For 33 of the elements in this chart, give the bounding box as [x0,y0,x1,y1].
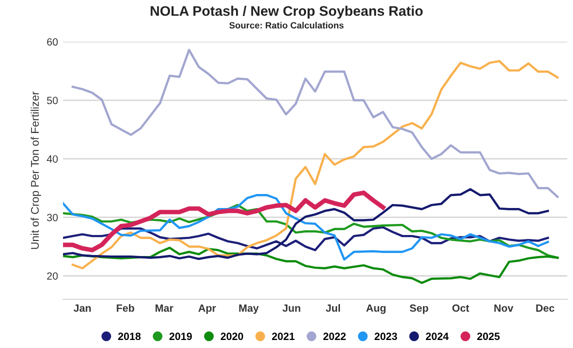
y-tick-label: 50 [47,96,58,104]
y-tick-label: 60 [47,38,58,46]
y-tick-label: 40 [46,155,58,163]
y-axis-title: Unit of Crop Per Ton of Fertilizer [30,91,42,249]
x-tick-label: Dec [536,304,554,312]
legend-label: 2023 [374,332,398,340]
x-tick-label: May [239,304,259,314]
legend-label: 2025 [477,332,500,340]
line-series [63,246,559,284]
x-tick-label: Jul [326,304,340,312]
x-tick-label: Aug [366,304,386,314]
x-tick-label: Jun [282,304,300,312]
legend-label: 2018 [118,332,141,340]
legend-label: 2021 [272,332,295,340]
line-series [63,190,386,252]
legend-label: 2019 [169,332,192,340]
x-tick-label: Nov [494,304,514,312]
chart-subtitle: Source: Ratio Calculations [229,22,344,29]
y-tick-label: 30 [46,214,58,222]
line-series [72,60,559,270]
line-series [72,48,559,198]
x-tick-label: Jan [74,304,91,312]
x-tick-label: Apr [198,304,216,314]
legend-label: 2024 [426,332,449,340]
x-tick-label: Sep [410,304,428,314]
x-tick-label: Oct [452,304,470,312]
legend-label: 2020 [220,332,244,340]
y-tick-label: 20 [47,272,58,280]
chart-title: NOLA Potash / New Crop Soybeans Ratio [150,6,423,19]
line-series [63,204,559,259]
x-tick-label: Feb [116,304,134,312]
legend-label: 2022 [323,332,346,340]
x-tick-label: Mar [156,304,174,312]
